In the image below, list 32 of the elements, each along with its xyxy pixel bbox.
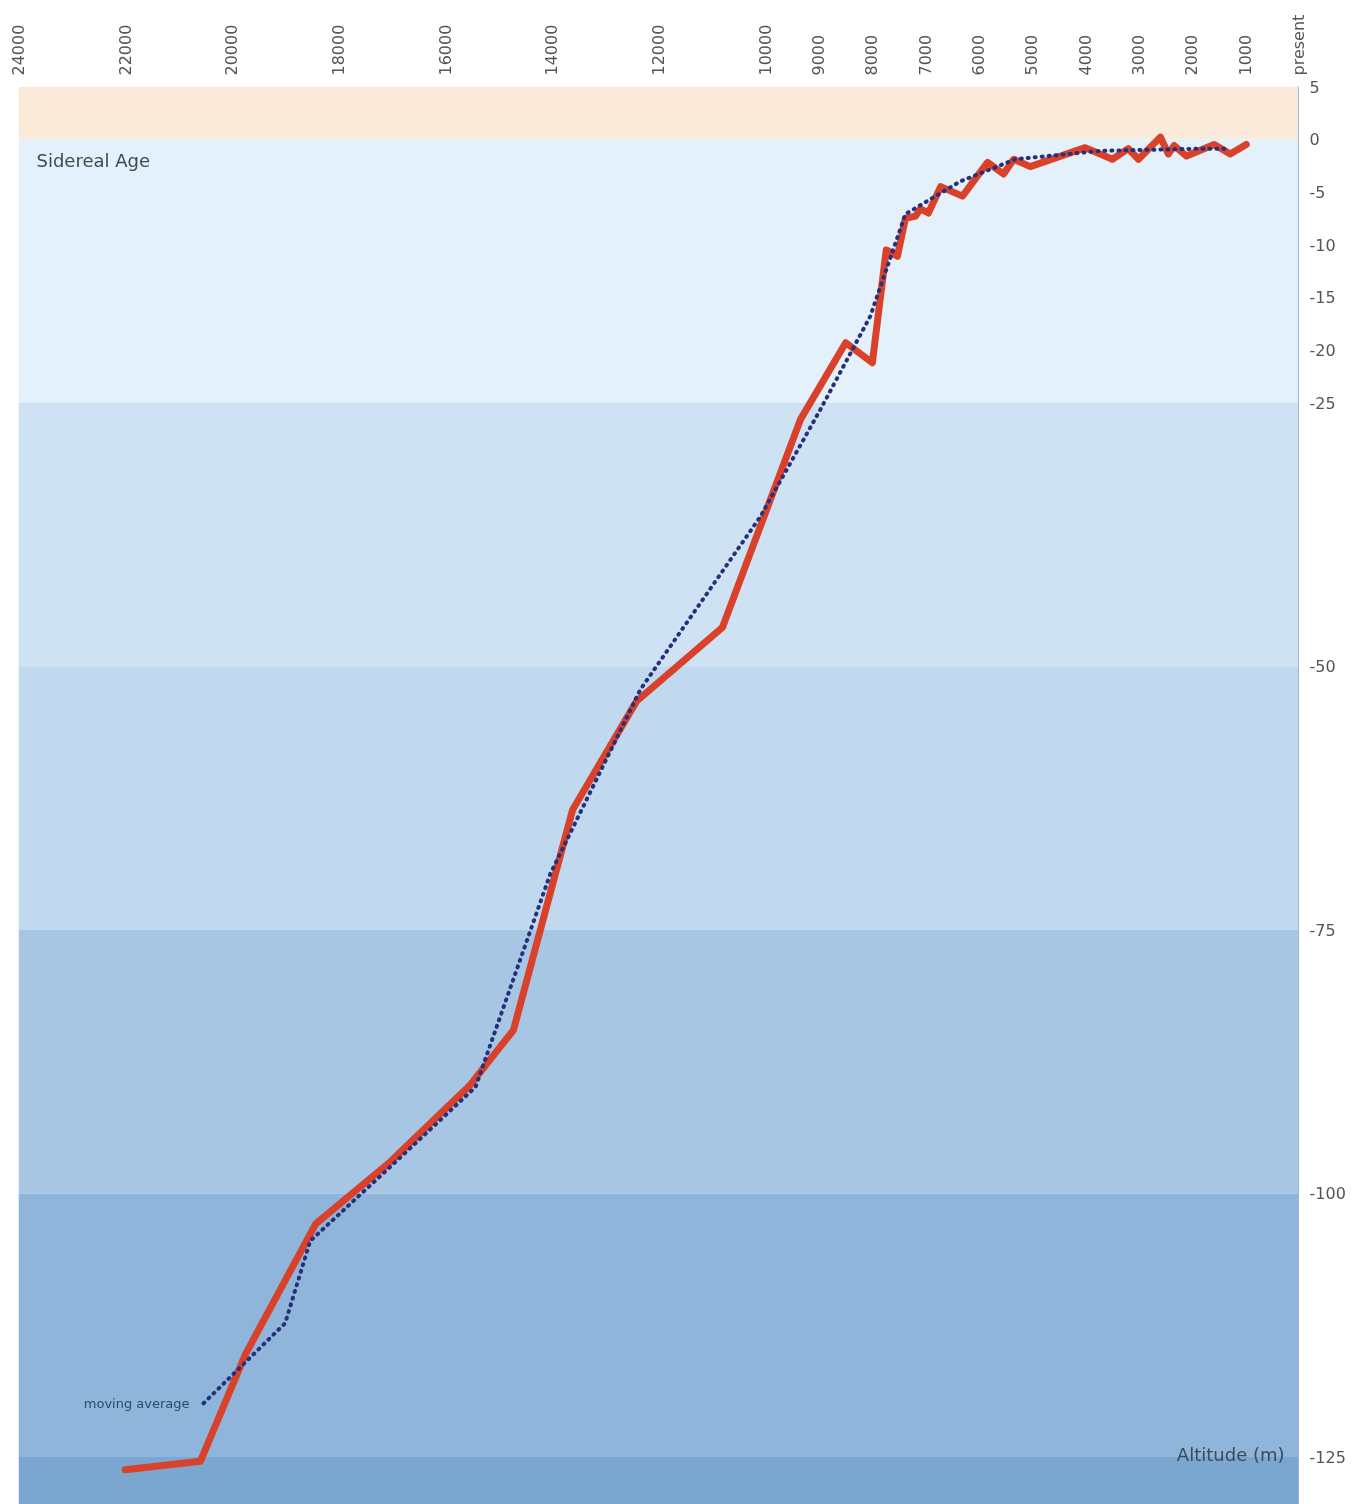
x-tick-label: 18000 (329, 24, 348, 76)
x-tick-label: 22000 (115, 24, 135, 76)
y-tick-label: -5 (1309, 182, 1326, 202)
x-tick-label: 14000 (542, 24, 562, 76)
y-tick-label: -75 (1309, 920, 1336, 940)
x-tick-label: 8000 (862, 34, 882, 76)
y-tick-label: -125 (1309, 1448, 1346, 1468)
x-tick-label: 20000 (222, 24, 242, 76)
y-tick-label: 0 (1309, 130, 1320, 150)
x-tick-label: 4000 (1075, 34, 1095, 76)
x-tick-label: 6000 (969, 34, 988, 76)
x-tick-label: 16000 (435, 24, 455, 76)
y-tick-label: -100 (1309, 1184, 1346, 1204)
x-tick-label: 5000 (1022, 34, 1042, 76)
x-tick-label: present (1289, 14, 1308, 76)
x-tick-label: 1000 (1235, 34, 1255, 76)
y-tick-label: -15 (1309, 288, 1336, 308)
x-tick-label: 10000 (755, 24, 775, 76)
x-axis-title: Sidereal Age (36, 150, 151, 172)
y-tick-label: -25 (1309, 393, 1336, 413)
y-tick-label: -50 (1309, 657, 1336, 677)
x-tick-label: 7000 (915, 34, 935, 76)
y-tick-label: 5 (1309, 77, 1320, 97)
y-tick-label: -10 (1309, 235, 1336, 255)
y-axis-title: Altitude (m) (1176, 1443, 1285, 1465)
x-tick-label: 24000 (9, 24, 28, 76)
x-tick-label: 12000 (649, 24, 668, 76)
x-tick-label: 9000 (809, 34, 828, 76)
x-tick-label: 2000 (1182, 34, 1202, 76)
x-tick-label: 3000 (1129, 34, 1148, 76)
y-tick-label: -20 (1309, 341, 1336, 361)
series-label: moving average (83, 1395, 190, 1411)
